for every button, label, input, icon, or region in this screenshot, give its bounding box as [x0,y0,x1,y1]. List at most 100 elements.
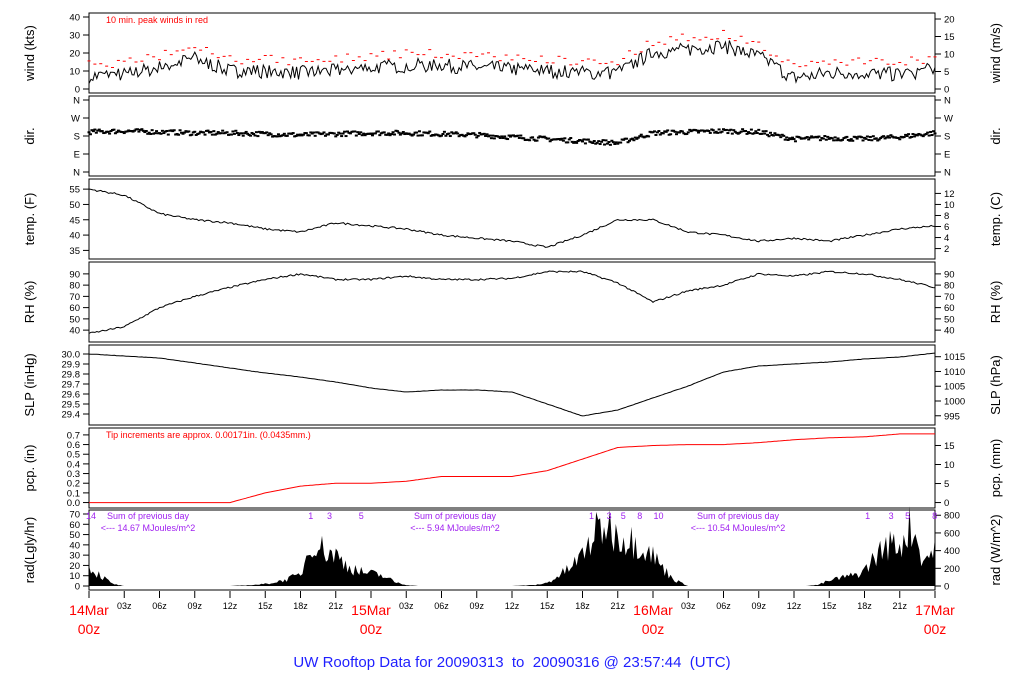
tick-label: 0 [75,582,80,593]
dir-point [210,133,214,136]
dir-point [456,132,460,135]
dir-point [701,129,705,132]
dir-point [348,132,352,135]
dir-point [729,128,733,131]
tick-label: 20 [69,561,80,572]
dir-point [464,134,468,137]
tick-label: 30.0 [62,350,81,361]
dir-point [904,133,908,136]
dir-point [932,130,936,133]
dir-point [137,130,141,133]
dir-point [780,133,784,136]
dir-point [672,129,676,132]
dir-point [907,133,911,136]
tick-label-right: 15 [944,32,955,43]
dir-point [628,139,631,142]
dir-point [309,131,313,134]
dir-point [254,131,258,134]
dir-point [225,131,229,134]
hour-marker: 14 [86,511,96,521]
tick-label-right: 6 [944,222,949,233]
dir-point [818,139,822,142]
dir-point [97,128,101,131]
dir-point [595,141,599,144]
dir-point [253,134,257,137]
dir-point [603,143,607,146]
panel-pcp: 0.00.10.20.30.40.50.60.7 0 5 10 15 pcp. (in) p… [22,427,1003,509]
daily-sum-label: Sum of previous day [414,511,497,521]
dir-point [478,131,482,134]
dir-point [155,130,159,133]
y-axis-title-right: pcp. (mm) [988,439,1003,498]
dir-point [387,132,391,135]
dir-point [231,130,235,133]
dir-point [848,139,852,142]
dir-point [450,131,454,134]
dir-point [243,132,247,135]
dir-point [616,142,620,145]
rh-series-line [88,270,936,334]
dir-point [417,130,421,133]
tick-label: W [71,114,80,125]
dir-point [266,134,270,137]
dir-point [622,138,626,141]
dir-point [420,134,424,137]
tick-label-right: 4 [944,233,949,244]
x-tick-label: 12z [787,601,802,611]
dir-point [664,130,668,133]
dir-point [861,139,865,142]
dir-point [517,136,521,139]
dir-point [836,137,840,140]
dir-point [304,132,308,135]
wind-series-line [88,40,936,84]
tick-label: N [73,168,80,179]
dir-point [807,138,811,141]
dir-point [172,129,176,132]
tick-label: 60 [69,303,80,314]
dir-point [532,138,536,141]
dir-point [658,133,662,136]
hour-marker: 8 [637,511,642,521]
dir-point [720,130,724,133]
dir-point [281,134,285,137]
y-axis-title: wind (kts) [22,25,37,82]
tick-label: 0.6 [67,440,80,451]
dir-point [232,132,236,135]
dir-point [415,131,419,134]
dir-point [241,134,245,137]
tick-label-right: 10 [944,50,955,61]
dir-point [322,131,326,134]
dir-point [489,137,493,140]
panel-rad: 0102030405060700200400600800rad(Lgly/hr)… [22,506,1003,593]
dir-point [830,137,834,140]
dir-point [187,130,191,133]
dir-point [109,130,113,133]
tick-label: 0.3 [67,469,80,480]
dir-point [503,135,507,138]
tick-label-right: N [944,96,951,107]
dir-point [810,135,814,138]
dir-point [357,132,361,135]
dir-point [216,131,220,134]
dir-point [166,133,170,136]
dir-point [860,136,864,139]
dir-point [583,142,587,145]
x-tick-label: 18z [575,601,590,611]
dir-point [675,133,678,136]
dir-point [203,133,207,136]
dir-point [773,132,777,135]
dir-point [473,133,477,136]
tick-label-right: 5 [944,67,949,78]
dir-point [275,135,279,138]
tick-label: 29.8 [62,370,81,381]
tick-label: 40 [69,540,80,551]
day-label-time: 00z [78,621,101,637]
dir-point [335,133,339,136]
tick-label: N [73,96,80,107]
dir-point [190,133,194,136]
tick-label-right: E [944,150,950,161]
tick-label: 20 [69,49,80,60]
x-tick-label: 06z [434,601,449,611]
dir-point [106,130,110,133]
